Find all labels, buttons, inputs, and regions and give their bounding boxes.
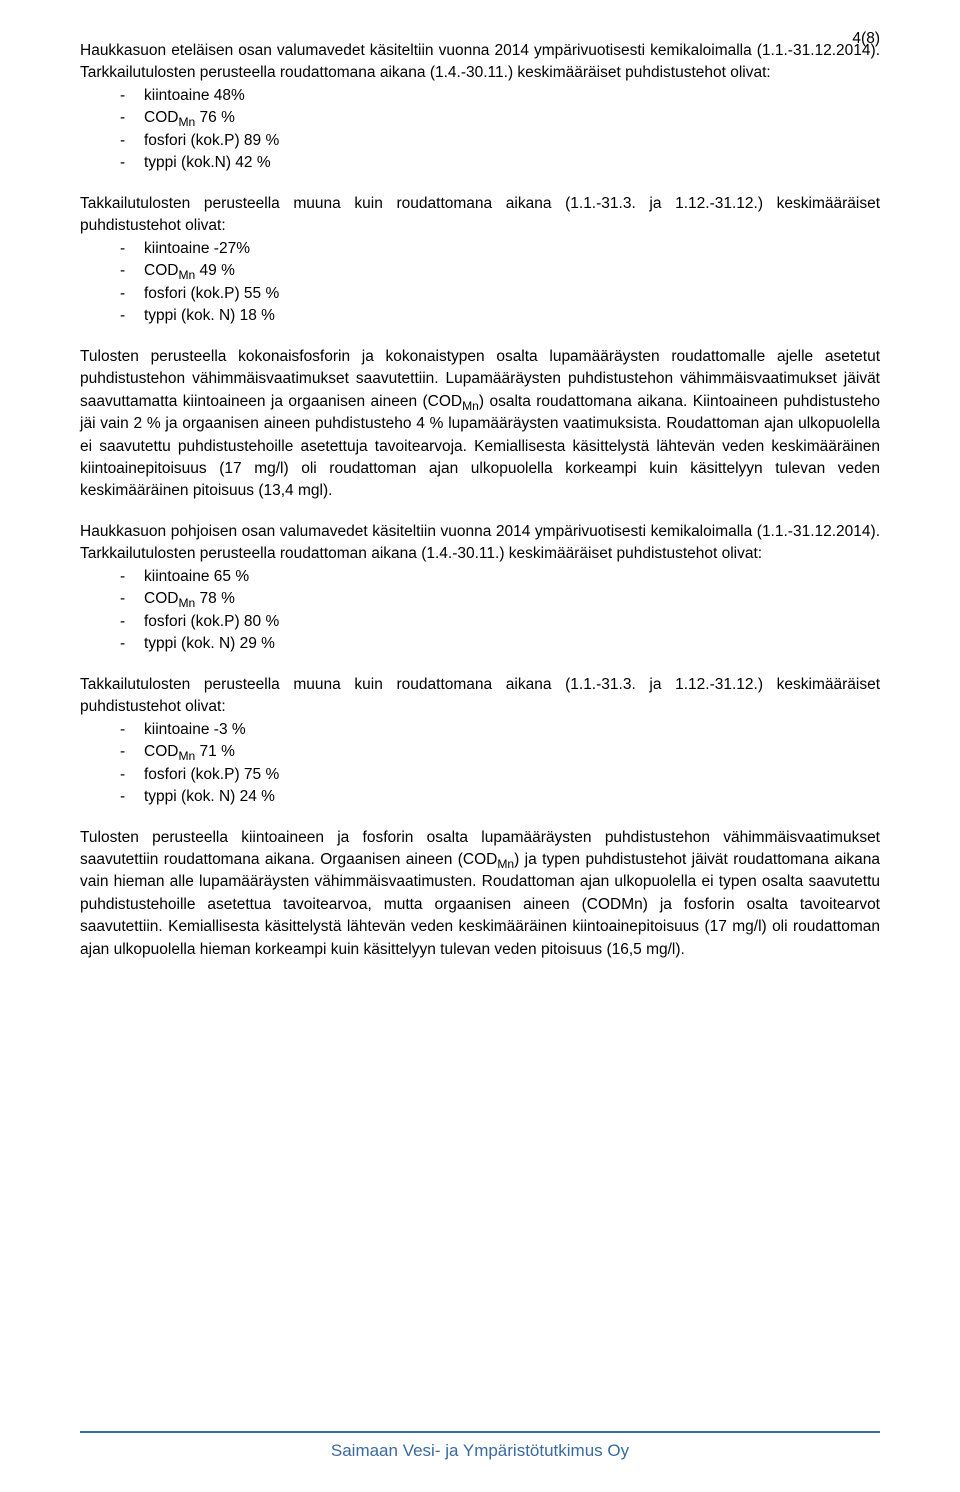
text: COD	[144, 262, 178, 279]
list-item: typpi (kok.N) 42 %	[120, 152, 880, 174]
paragraph-intro-north: Haukkasuon pohjoisen osan valumavedet kä…	[80, 521, 880, 566]
subscript: Mn	[178, 749, 195, 763]
list-north-other: kiintoaine -3 % CODMn 71 % fosfori (kok.…	[80, 719, 880, 809]
paragraph-south-other: Takkailutulosten perusteella muuna kuin …	[80, 193, 880, 238]
list-item: kiintoaine 48%	[120, 85, 880, 107]
list-item: kiintoaine -3 %	[120, 719, 880, 741]
footer-divider	[80, 1431, 880, 1433]
list-north-frostfree: kiintoaine 65 % CODMn 78 % fosfori (kok.…	[80, 566, 880, 656]
list-item: CODMn 71 %	[120, 741, 880, 763]
list-item: CODMn 78 %	[120, 588, 880, 610]
text: 78 %	[195, 590, 235, 607]
list-item: typpi (kok. N) 18 %	[120, 305, 880, 327]
text: 71 %	[195, 743, 235, 760]
text: COD	[144, 590, 178, 607]
document-page: 4(8) Haukkasuon eteläisen osan valumaved…	[0, 0, 960, 1492]
text: COD	[144, 109, 178, 126]
footer-text: Saimaan Vesi- ja Ympäristötutkimus Oy	[80, 1439, 880, 1464]
paragraph-intro-south: Haukkasuon eteläisen osan valumavedet kä…	[80, 40, 880, 85]
subscript: Mn	[497, 857, 514, 871]
subscript: Mn	[178, 116, 195, 130]
page-number: 4(8)	[852, 28, 880, 50]
text: 49 %	[195, 262, 235, 279]
list-item: kiintoaine 65 %	[120, 566, 880, 588]
list-item: CODMn 76 %	[120, 107, 880, 129]
page-footer: Saimaan Vesi- ja Ympäristötutkimus Oy	[80, 1431, 880, 1464]
paragraph-north-analysis: Tulosten perusteella kiintoaineen ja fos…	[80, 827, 880, 962]
list-item: typpi (kok. N) 29 %	[120, 633, 880, 655]
subscript: Mn	[178, 596, 195, 610]
list-item: fosfori (kok.P) 89 %	[120, 130, 880, 152]
list-south-frostfree: kiintoaine 48% CODMn 76 % fosfori (kok.P…	[80, 85, 880, 175]
list-item: typpi (kok. N) 24 %	[120, 786, 880, 808]
paragraph-south-analysis: Tulosten perusteella kokonaisfosforin ja…	[80, 346, 880, 503]
text: COD	[144, 743, 178, 760]
list-item: fosfori (kok.P) 80 %	[120, 611, 880, 633]
subscript: Mn	[462, 399, 479, 413]
list-item: CODMn 49 %	[120, 260, 880, 282]
list-south-other: kiintoaine -27% CODMn 49 % fosfori (kok.…	[80, 238, 880, 328]
list-item: kiintoaine -27%	[120, 238, 880, 260]
subscript: Mn	[178, 268, 195, 282]
list-item: fosfori (kok.P) 55 %	[120, 283, 880, 305]
paragraph-north-other: Takkailutulosten perusteella muuna kuin …	[80, 674, 880, 719]
list-item: fosfori (kok.P) 75 %	[120, 764, 880, 786]
text: 76 %	[195, 109, 235, 126]
